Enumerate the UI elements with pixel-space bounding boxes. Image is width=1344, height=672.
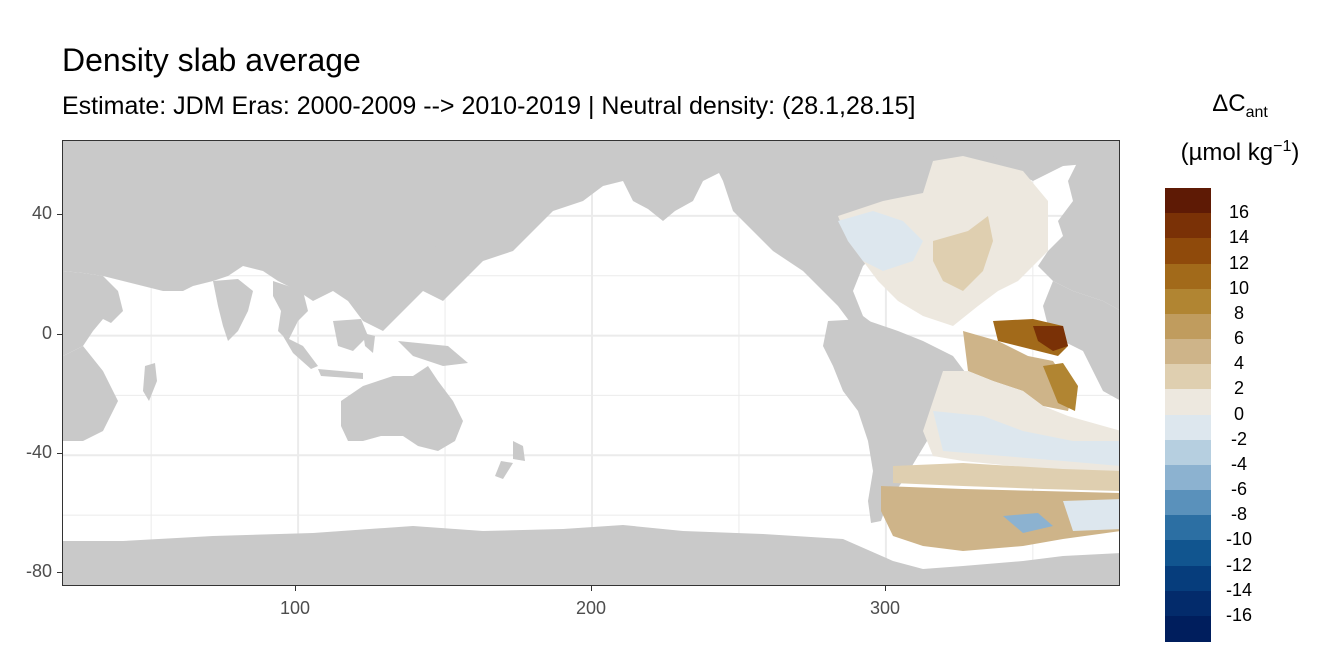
legend-tick-label: 0 <box>1233 403 1244 424</box>
land-india <box>213 279 253 341</box>
land-japan <box>415 246 443 291</box>
legend-swatch <box>1165 213 1211 239</box>
legend-tick-label: -16 <box>1225 604 1252 625</box>
map-panel <box>62 140 1120 586</box>
legend-tick-label: 6 <box>1233 328 1244 348</box>
field-gulf-dark <box>1033 326 1068 351</box>
legend-swatch <box>1165 439 1211 466</box>
field-south-atlantic-warm <box>963 331 1073 411</box>
land-north-america <box>703 141 1119 341</box>
field-south-atlantic-blue <box>933 411 1119 466</box>
y-tickmark <box>57 453 62 454</box>
plot-subtitle: Estimate: JDM Eras: 2000-2009 --> 2010-2… <box>62 92 916 120</box>
legend-tick-label: -8 <box>1230 504 1247 525</box>
x-tick-label: 200 <box>575 598 607 618</box>
legend-swatch <box>1165 288 1211 315</box>
land-philippines <box>368 291 381 319</box>
land-java <box>318 369 363 379</box>
legend-tick-label: -4 <box>1230 453 1247 474</box>
land-europe <box>1038 141 1119 310</box>
legend-swatch <box>1165 339 1211 365</box>
legend-swatch <box>1165 188 1211 214</box>
legend-swatch <box>1165 615 1211 642</box>
y-tick-label: -80 <box>25 561 52 581</box>
land-africa-west <box>1043 281 1119 400</box>
field-southern-ocean-light <box>1063 499 1119 531</box>
land-sulawesi <box>363 333 375 353</box>
field-south-atlantic-mid <box>1043 363 1078 411</box>
legend-swatch <box>1165 263 1211 290</box>
y-tickmark <box>57 334 62 335</box>
legend-swatch <box>1165 540 1211 567</box>
land-new-guinea <box>398 341 468 366</box>
legend-swatch <box>1165 515 1211 541</box>
land-sumatra <box>283 336 318 369</box>
x-tick-label: 300 <box>869 598 901 618</box>
land-africa-east <box>63 346 118 441</box>
legend-swatch <box>1165 565 1211 592</box>
legend-swatch <box>1165 414 1211 441</box>
y-tick-label: 40 <box>31 203 52 223</box>
legend-tick-label: 8 <box>1233 302 1244 323</box>
field-southern-ocean-band <box>893 463 1119 491</box>
x-tickmark <box>295 586 296 591</box>
legend-swatch <box>1165 590 1211 617</box>
legend-swatch <box>1165 364 1211 390</box>
legend-tick-label: 4 <box>1233 353 1244 374</box>
legend-tick-label: -12 <box>1225 554 1252 575</box>
land-asia <box>63 141 723 331</box>
legend-tick-label: -10 <box>1225 529 1252 550</box>
legend-tick-label: 12 <box>1228 252 1250 273</box>
map-canvas <box>63 141 1119 585</box>
legend-swatch <box>1165 238 1211 265</box>
y-tick-label: -40 <box>25 442 52 462</box>
legend-tick-label: -6 <box>1230 479 1247 499</box>
x-tickmark <box>591 586 592 591</box>
land-new-zealand <box>513 441 525 461</box>
legend-swatch <box>1165 313 1211 340</box>
x-tick-label: 100 <box>279 598 311 618</box>
legend-title-line2: (µmol kg−1) <box>1180 138 1300 166</box>
legend-swatch <box>1165 464 1211 491</box>
plot-title: Density slab average <box>62 42 361 78</box>
y-tick-label: 0 <box>41 323 52 343</box>
legend-title-line1: ΔCant <box>1212 90 1268 121</box>
legend-tick-label: 16 <box>1228 202 1250 223</box>
land-new-zealand-south <box>495 461 513 479</box>
legend-tick-label: 10 <box>1228 277 1250 298</box>
land-borneo <box>333 319 368 351</box>
anomaly-field <box>838 156 1119 551</box>
legend-swatch <box>1165 490 1211 516</box>
y-tickmark <box>57 572 62 573</box>
field-southern-ocean-blue <box>1003 513 1053 533</box>
legend-tick-label: -14 <box>1225 579 1252 600</box>
field-nw-atlantic-blue <box>838 211 923 271</box>
field-southern-ocean-tan <box>881 486 1119 551</box>
field-na-tan <box>933 216 993 291</box>
legend-tick-label: 2 <box>1233 378 1244 399</box>
land-south-america <box>823 319 968 523</box>
land-australia <box>341 366 463 451</box>
land-arabia-africa-west <box>63 271 123 356</box>
legend-tick-label: 14 <box>1228 227 1250 248</box>
legend-swatch <box>1165 389 1211 416</box>
land <box>63 141 1119 585</box>
land-madagascar <box>143 363 157 401</box>
legend-tick-label: -2 <box>1230 428 1247 449</box>
y-tickmark <box>57 214 62 215</box>
land-antarctica <box>63 525 1119 585</box>
land-indochina <box>273 281 308 341</box>
x-tickmark <box>885 586 886 591</box>
